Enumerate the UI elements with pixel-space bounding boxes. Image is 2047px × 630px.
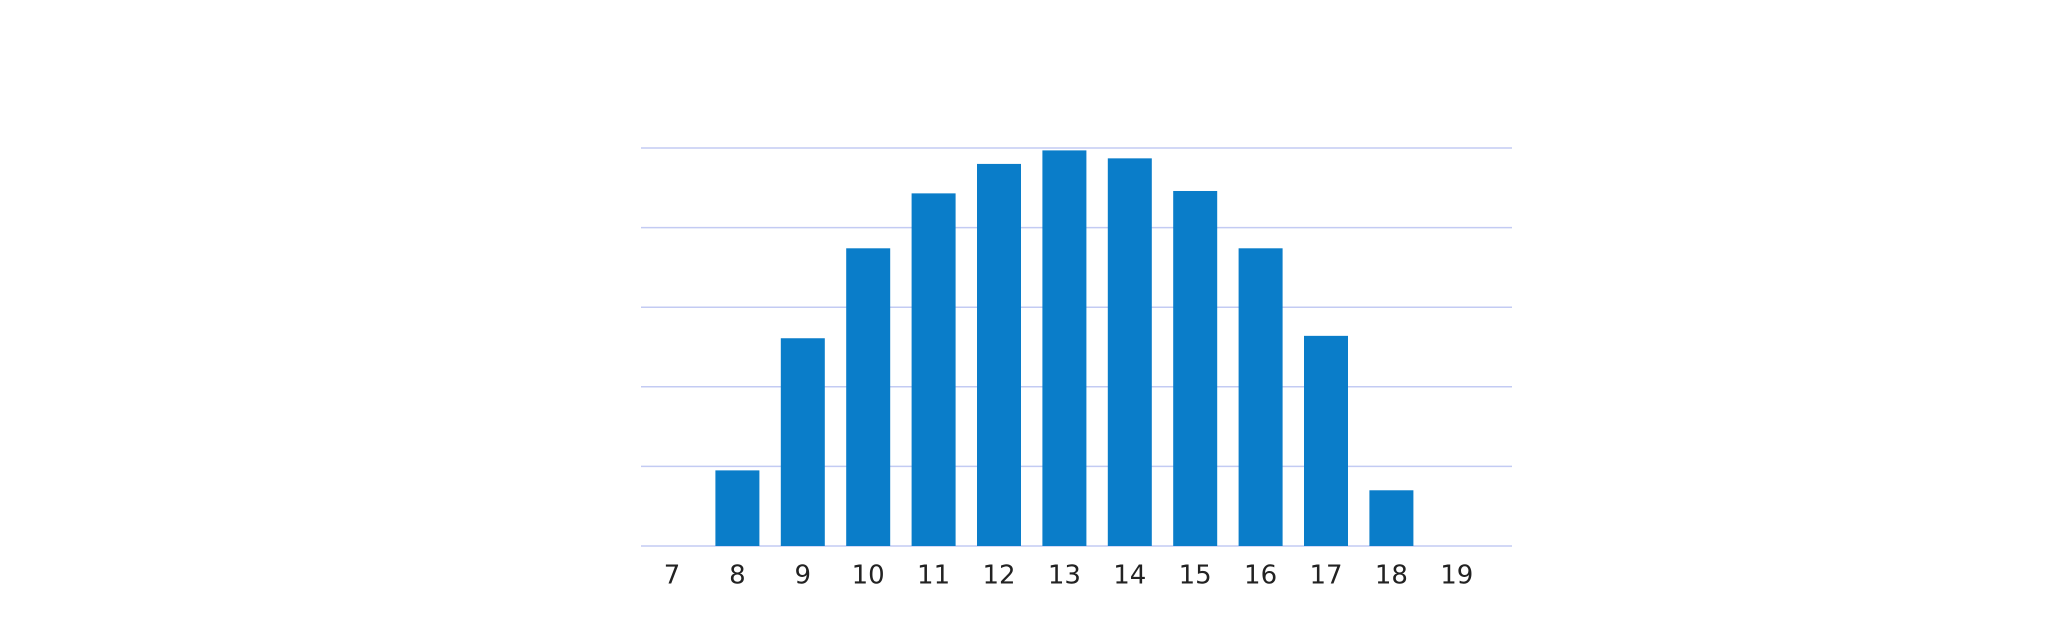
x-tick-label: 8 <box>729 561 746 591</box>
x-tick-label: 18 <box>1375 561 1408 591</box>
bar <box>1042 150 1087 546</box>
x-tick-label: 9 <box>795 561 812 591</box>
x-tick-label: 15 <box>1179 561 1212 591</box>
bar <box>1173 190 1218 546</box>
bar <box>780 338 825 546</box>
x-tick-label: 19 <box>1440 561 1473 591</box>
x-tick-label: 14 <box>1113 561 1146 591</box>
x-tick-label: 11 <box>917 561 950 591</box>
bar <box>846 248 891 546</box>
x-tick-label: 10 <box>852 561 885 591</box>
bar <box>1238 248 1283 546</box>
bar <box>911 193 956 546</box>
bar <box>977 163 1021 547</box>
bar <box>715 470 760 546</box>
x-tick-label: 13 <box>1048 561 1081 591</box>
bar <box>1369 490 1414 546</box>
x-tick-label: 12 <box>982 561 1015 591</box>
x-tick-label: 7 <box>664 561 681 591</box>
x-tick-label: 16 <box>1244 561 1277 591</box>
bar <box>1304 335 1348 546</box>
bar <box>1107 158 1152 546</box>
x-tick-label: 17 <box>1309 561 1342 591</box>
